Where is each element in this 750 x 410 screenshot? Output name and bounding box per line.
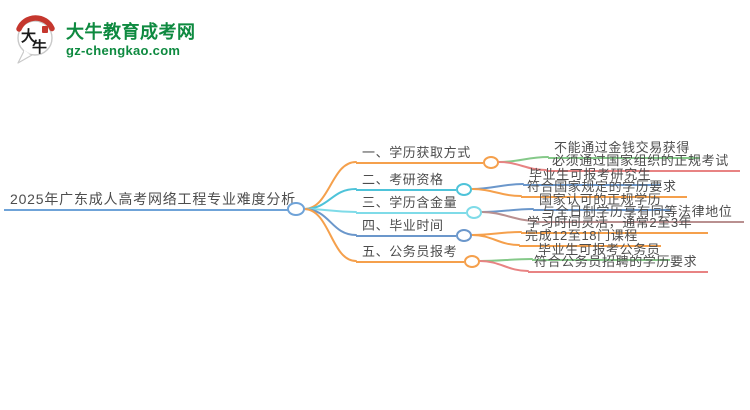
connector-b2-l2 — [471, 188, 522, 197]
leaf-node-1-2-label: 必须通过国家组织的正规考试 — [552, 153, 729, 168]
leaf-node-2-2[interactable]: 符合国家规定的学历要求 — [521, 178, 687, 198]
connector-b2-l1 — [471, 183, 524, 190]
branch-node-1[interactable]: 一、学历获取方式 — [356, 144, 499, 169]
connector-b5-l2 — [479, 260, 529, 272]
branch-5-collapse-handle[interactable] — [464, 255, 480, 268]
leaf-node-5-1-label: 毕业生可报考公务员 — [538, 242, 661, 257]
leaf-node-4-1-label: 学习时间灵活，通常2至3年 — [527, 215, 693, 230]
leaf-node-4-2[interactable]: 完成12至18门课程 — [519, 227, 661, 247]
branch-node-2-label: 二、考研资格 — [362, 172, 444, 187]
leaf-node-5-2-label: 符合公务员招聘的学历要求 — [534, 254, 698, 269]
branch-3-collapse-handle[interactable] — [466, 206, 482, 219]
branch-node-2[interactable]: 二、考研资格 — [356, 171, 472, 196]
leaf-node-2-2-label: 符合国家规定的学历要求 — [527, 179, 677, 194]
leaf-node-3-2-label: 与全日制学历享有同等法律地位 — [542, 204, 733, 219]
central-collapse-handle[interactable] — [287, 202, 305, 216]
connector-b4-l2 — [471, 234, 520, 246]
svg-text:大: 大 — [21, 27, 36, 45]
branch-node-3-label: 三、学历含金量 — [362, 195, 458, 210]
site-url: gz-chengkao.com — [66, 43, 181, 58]
central-topic-label: 2025年广东成人高考网络工程专业难度分析 — [10, 191, 296, 207]
site-name: 大牛教育成考网 — [66, 22, 196, 42]
leaf-node-2-1[interactable]: 毕业生可报考研究生 — [523, 166, 661, 186]
central-topic[interactable]: 2025年广东成人高考网络工程专业难度分析 — [4, 191, 305, 216]
branch-4-collapse-handle[interactable] — [456, 229, 472, 242]
connector-central-b1 — [303, 161, 357, 210]
site-logo-text: 大牛教育成考网 gz-chengkao.com — [66, 21, 196, 59]
speech-bubble-logo-icon: 大 牛 — [16, 15, 55, 64]
branch-2-collapse-handle[interactable] — [456, 183, 472, 196]
branch-1-collapse-handle[interactable] — [483, 156, 499, 169]
leaf-node-3-1[interactable]: 国家认可的正规学历 — [533, 191, 671, 211]
connector-b4-l1 — [471, 231, 522, 236]
connector-b3-l2 — [481, 211, 537, 222]
connector-central-b5 — [303, 208, 357, 262]
branch-node-4-label: 四、毕业时间 — [362, 218, 444, 233]
leaf-node-1-2[interactable]: 必须通过国家组织的正规考试 — [546, 152, 740, 172]
connector-b1-l1 — [498, 156, 549, 163]
connector-central-b2 — [303, 188, 357, 210]
branch-node-5-label: 五、公务员报考 — [362, 244, 458, 259]
leaf-node-1-1-label: 不能通过金钱交易获得 — [554, 140, 691, 155]
leaf-node-3-1-label: 国家认可的正规学历 — [539, 192, 662, 207]
leaf-node-2-1-label: 毕业生可报考研究生 — [529, 167, 652, 182]
leaf-node-5-1[interactable]: 毕业生可报考公务员 — [532, 241, 670, 261]
svg-text:牛: 牛 — [32, 38, 47, 56]
leaf-node-1-1[interactable]: 不能通过金钱交易获得 — [548, 139, 700, 159]
leaf-node-4-1[interactable]: 学习时间灵活，通常2至3年 — [521, 214, 708, 234]
leaf-node-5-2[interactable]: 符合公务员招聘的学历要求 — [528, 253, 708, 273]
connector-b1-l2 — [498, 161, 547, 171]
leaf-node-3-2[interactable]: 与全日制学历享有同等法律地位 — [536, 203, 744, 223]
branch-node-4[interactable]: 四、毕业时间 — [356, 217, 472, 242]
leaf-node-4-2-label: 完成12至18门课程 — [525, 228, 638, 243]
branch-node-1-label: 一、学历获取方式 — [362, 145, 471, 160]
connector-central-b4 — [303, 208, 357, 236]
branch-node-5[interactable]: 五、公务员报考 — [356, 243, 480, 268]
site-logo[interactable]: 大 牛 大牛教育成考网 gz-chengkao.com — [12, 14, 196, 66]
branch-node-3[interactable]: 三、学历含金量 — [356, 194, 482, 219]
